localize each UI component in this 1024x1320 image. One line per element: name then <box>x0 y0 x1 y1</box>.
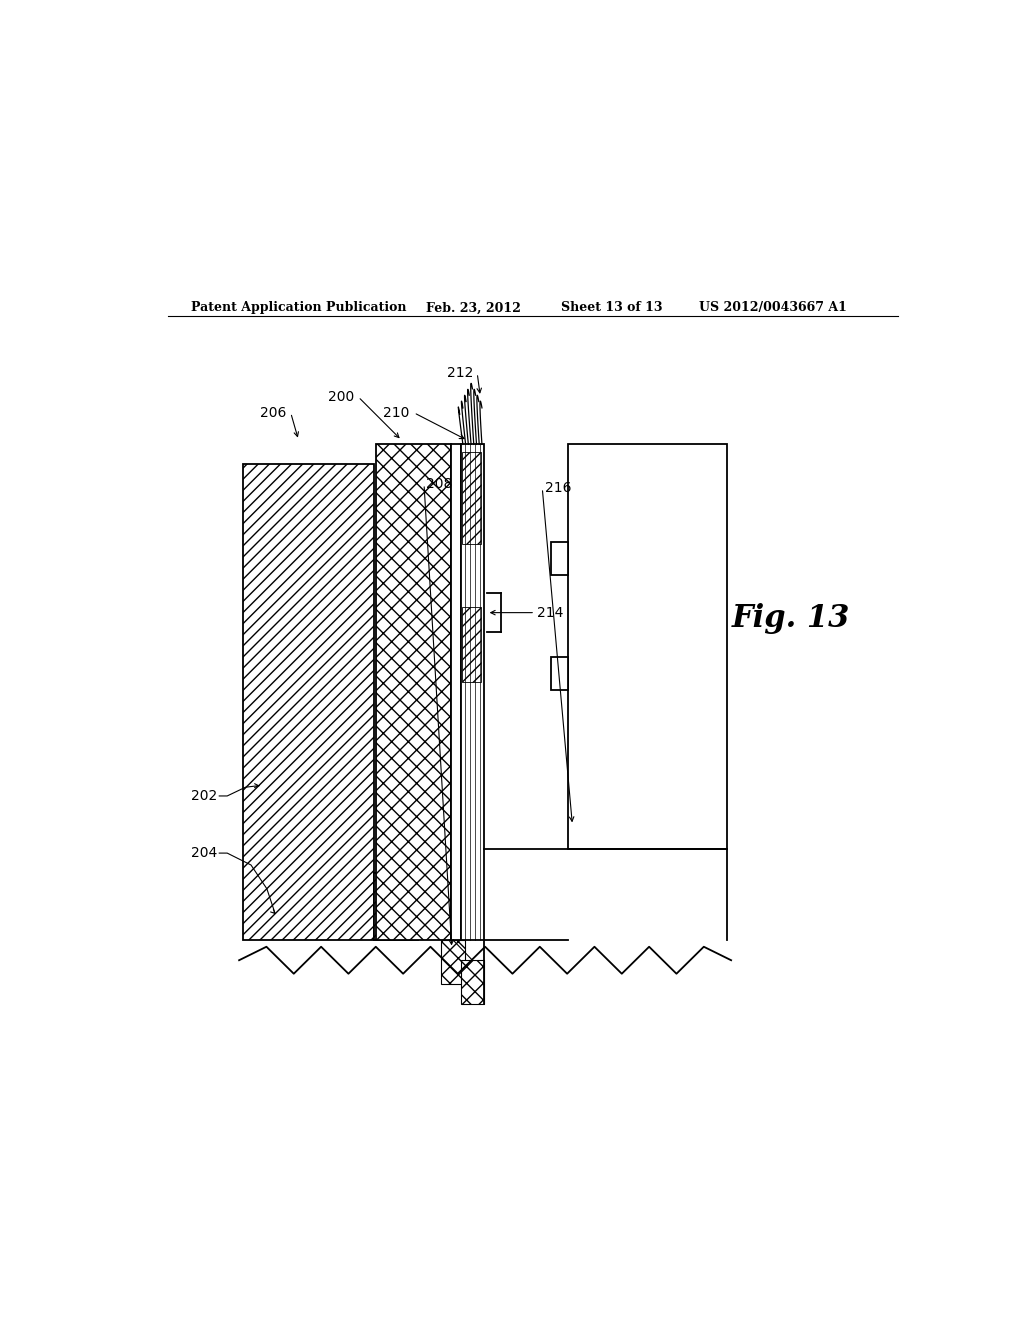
Bar <box>551 543 568 576</box>
Bar <box>441 940 465 983</box>
Text: Patent Application Publication: Patent Application Publication <box>191 301 407 314</box>
Text: 208: 208 <box>426 477 452 491</box>
Bar <box>243 465 374 940</box>
Text: US 2012/0043667 A1: US 2012/0043667 A1 <box>699 301 847 314</box>
Text: 210: 210 <box>383 405 410 420</box>
Text: Feb. 23, 2012: Feb. 23, 2012 <box>426 301 520 314</box>
Bar <box>451 445 461 940</box>
Bar <box>461 960 484 1005</box>
Bar <box>462 453 481 544</box>
Bar <box>568 445 727 849</box>
Bar <box>376 445 451 940</box>
Text: Sheet 13 of 13: Sheet 13 of 13 <box>560 301 662 314</box>
Bar <box>462 607 481 682</box>
Text: 200: 200 <box>328 389 354 404</box>
Text: 204: 204 <box>191 846 218 861</box>
Text: 202: 202 <box>191 789 218 803</box>
Bar <box>551 657 568 690</box>
Bar <box>374 873 418 940</box>
Text: 212: 212 <box>446 366 473 380</box>
Text: 214: 214 <box>537 606 563 619</box>
Text: 216: 216 <box>545 480 571 495</box>
Bar <box>461 445 484 940</box>
Text: 206: 206 <box>260 405 287 420</box>
Text: Fig. 13: Fig. 13 <box>731 603 850 635</box>
